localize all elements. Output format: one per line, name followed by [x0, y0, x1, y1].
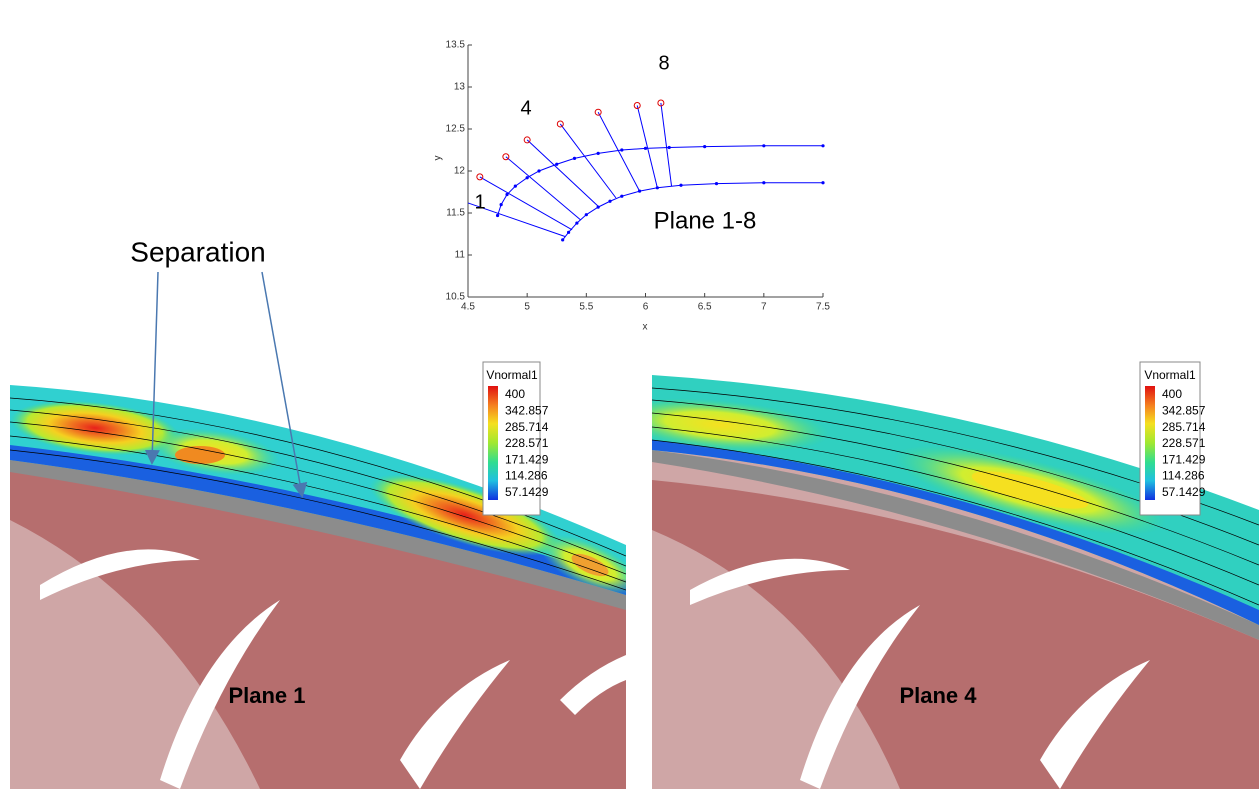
- curve-point: [620, 148, 624, 152]
- legend-label: 228.571: [1162, 436, 1206, 450]
- x-tick-label: 6.5: [698, 302, 712, 313]
- curve-point: [505, 192, 509, 197]
- legend-label: 57.1429: [505, 485, 549, 499]
- panel-label: Plane 1: [228, 683, 305, 708]
- legend-label: 57.1429: [1162, 485, 1206, 499]
- curve-point: [584, 213, 588, 217]
- legend-label: 171.429: [505, 452, 549, 466]
- curve-point: [608, 199, 612, 203]
- legend-label: 228.571: [505, 436, 549, 450]
- panel-label: Plane 4: [899, 683, 977, 708]
- x-tick-label: 6: [643, 302, 649, 313]
- curve-point: [525, 176, 529, 180]
- plane-line: [505, 156, 581, 221]
- legend-label: 285.714: [505, 420, 549, 434]
- curve-point: [596, 151, 600, 155]
- plane-line: [559, 123, 617, 199]
- curve: [497, 145, 823, 216]
- curve-point: [499, 203, 503, 207]
- curve-point: [537, 169, 541, 173]
- curve-point: [566, 230, 571, 234]
- y-tick-label: 10.5: [446, 292, 466, 303]
- curve-point: [620, 194, 624, 198]
- plane-1-image: Plane 1: [10, 345, 626, 789]
- plane-marker: [523, 136, 531, 144]
- curve-point: [714, 182, 719, 186]
- plane-marker: [657, 99, 665, 107]
- arrow: [261, 271, 308, 498]
- legend-title: Vnormal1: [1144, 368, 1196, 382]
- plane-line: [467, 202, 566, 237]
- y-tick-label: 13: [454, 82, 466, 93]
- curve-point: [679, 183, 683, 187]
- legend-label: 114.286: [1162, 469, 1205, 483]
- annotation: Separation: [130, 236, 265, 267]
- curve-point: [561, 238, 565, 242]
- x-axis-label: x: [643, 322, 648, 333]
- plane-line: [597, 111, 641, 192]
- legend: Vnormal1: [482, 361, 541, 516]
- y-tick-label: 11.5: [446, 208, 465, 219]
- x-tick-label: 4.5: [461, 302, 475, 313]
- plane-marker: [556, 120, 564, 128]
- annotation: Plane 1-8: [654, 207, 757, 234]
- legend-label: 342.857: [1162, 403, 1206, 417]
- x-tick-label: 5.5: [579, 302, 593, 313]
- curve-point: [821, 144, 825, 148]
- y-tick-label: 12: [454, 166, 466, 177]
- x-tick-label: 5: [524, 302, 530, 313]
- curve-point: [575, 221, 579, 225]
- curve-point: [762, 144, 766, 148]
- chart: x y 4.5 5 5.5 6 6.5 7 7.5 10.5 11 11.5 12 12.5 13 13.…: [433, 40, 831, 333]
- curve-point: [821, 181, 825, 185]
- annotation: 8: [658, 52, 669, 74]
- arrow: [144, 271, 160, 465]
- plane-marker: [594, 108, 602, 116]
- legend: Vnormal1: [1139, 361, 1201, 516]
- legend-label: 400: [505, 387, 525, 401]
- plane-line: [479, 176, 573, 231]
- legend-label: 285.714: [1162, 420, 1206, 434]
- legend-label: 114.286: [505, 469, 548, 483]
- curve-point: [703, 145, 707, 149]
- curve-point: [513, 184, 517, 188]
- plane-line: [636, 105, 658, 188]
- annotation: 4: [520, 97, 531, 119]
- legend-label: 171.429: [1162, 452, 1206, 466]
- plane-marker: [633, 101, 641, 109]
- plane-marker: [502, 153, 510, 161]
- curve-point: [667, 145, 671, 150]
- y-axis-label: y: [433, 156, 444, 161]
- annotation: 1: [474, 191, 485, 213]
- y-tick-label: 12.5: [446, 124, 466, 135]
- legend-label: 342.857: [505, 403, 549, 417]
- plane-marker: [476, 173, 484, 181]
- legend-label: 400: [1162, 387, 1182, 401]
- curve-point: [643, 146, 648, 150]
- y-tick-label: 11: [455, 250, 466, 261]
- x-tick-label: 7.5: [816, 302, 830, 313]
- curve-point: [572, 156, 577, 160]
- curve-point: [762, 181, 766, 185]
- curve-point: [596, 205, 600, 209]
- y-tick-label: 13.5: [446, 40, 466, 51]
- plane-line: [660, 102, 673, 187]
- plane-line: [526, 139, 599, 207]
- curve-point: [555, 162, 559, 166]
- curve-point: [495, 213, 500, 218]
- x-tick-label: 7: [761, 302, 767, 313]
- legend-title: Vnormal1: [486, 368, 538, 382]
